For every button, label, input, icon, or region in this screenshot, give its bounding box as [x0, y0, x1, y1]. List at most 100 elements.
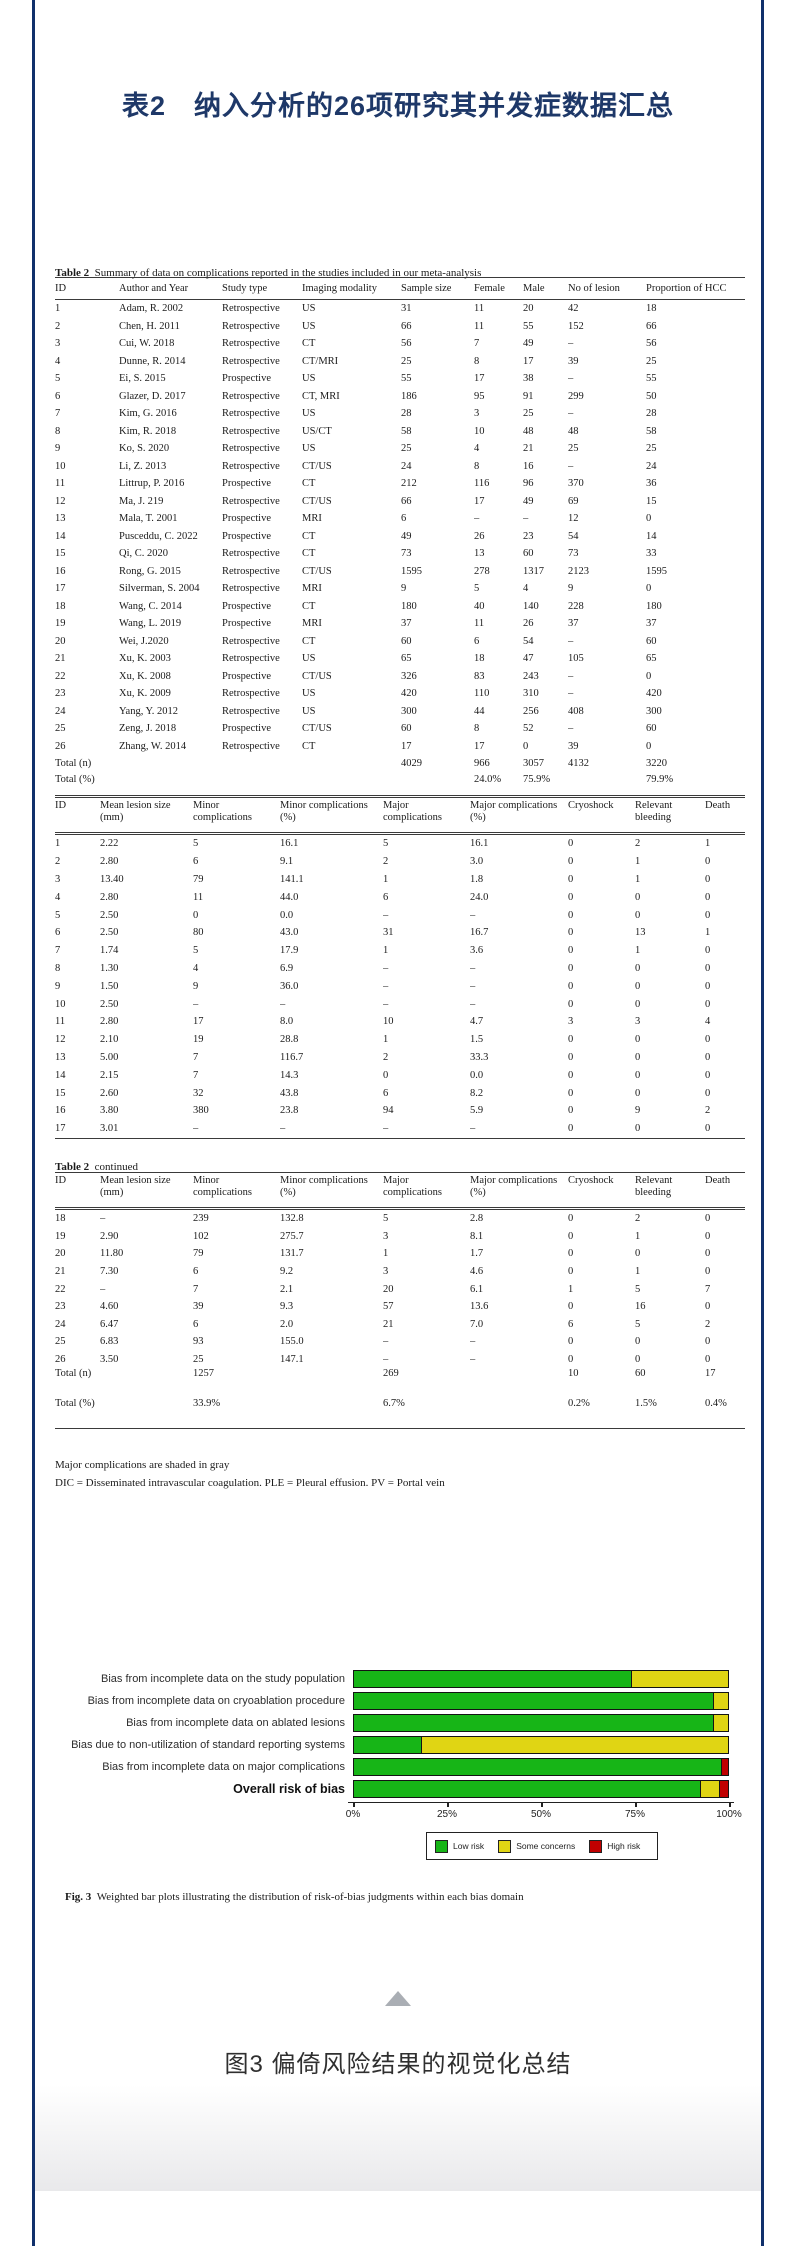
table-cell: 0 [635, 1123, 641, 1135]
table-cell: 10 [55, 998, 66, 1010]
table-cell: 14 [55, 530, 66, 542]
table-cell: 80 [193, 927, 204, 939]
table-cell: 73 [568, 548, 579, 560]
table-cell [119, 755, 222, 772]
table-cell: MRI [302, 618, 322, 630]
total-row: Total (n) 1257 269 10 60 17 [55, 1368, 745, 1398]
table-cell: 6 [193, 856, 199, 868]
table-cell: 24 [55, 705, 66, 717]
table-cell: 26 [523, 618, 534, 630]
table-cell: 58 [401, 425, 412, 437]
table-row: 25 6.83 93 155.0 – – 0 0 0 [55, 1333, 745, 1351]
table-cell: 17 [193, 1016, 204, 1028]
table-cell: 11 [55, 1016, 66, 1028]
column-header: Death [705, 1172, 745, 1210]
table-cell: 2 [635, 1213, 641, 1225]
table-cell: 22 [55, 1283, 66, 1295]
table-row: 9 Ko, S. 2020 Retrospective US 25 4 21 25 25 [55, 440, 745, 458]
table-row: 11 Littrup, P. 2016 Prospective CT 212 116 96 3… [55, 475, 745, 493]
table-cell: 4132 [568, 757, 589, 769]
axis-tick [447, 1803, 449, 1807]
table-cell: 5 [55, 909, 61, 921]
table-cell: 0 [635, 1336, 641, 1348]
table-cell: 1 [55, 838, 61, 850]
table-cell: CT [302, 478, 316, 490]
table-cell: Prospective [222, 600, 271, 612]
table-cell: 3.80 [100, 1105, 119, 1117]
table-cell: Wei, J.2020 [119, 635, 169, 647]
legend-item: Some concerns [498, 1839, 575, 1853]
table-cell: 17 [401, 740, 412, 752]
table-cell: 966 [474, 757, 490, 769]
table-cell: Zeng, J. 2018 [119, 723, 177, 735]
bottom-gradient-band [35, 2085, 761, 2191]
table-cell: 8.2 [470, 1087, 484, 1099]
table-cell: 6 [474, 635, 480, 647]
table-cell: 15 [55, 1087, 66, 1099]
table-cell: 180 [401, 600, 417, 612]
table-cell: Retrospective [222, 390, 280, 402]
table-cell: 1 [635, 873, 641, 885]
table-cell: 0 [523, 740, 529, 752]
table-cell: 0 [568, 1051, 574, 1063]
stacked-bar [353, 1780, 729, 1798]
table-cell: 25 [401, 443, 412, 455]
table-cell: 0 [646, 583, 652, 595]
table-cell: 23 [523, 530, 534, 542]
table-cell: 275.7 [280, 1230, 304, 1242]
collapse-triangle-icon[interactable] [385, 1991, 411, 2006]
table-cell: Prospective [222, 670, 271, 682]
table-cell: 7 [55, 945, 61, 957]
table-cell: 3 [383, 1230, 389, 1242]
axis-tick [541, 1803, 543, 1807]
table-cell: 2123 [568, 565, 589, 577]
table-row: 12 Ma, J. 219 Retrospective CT/US 66 17 49 69 15 [55, 493, 745, 511]
table-cell: 2.90 [100, 1230, 119, 1242]
table-cell: CT, MRI [302, 390, 340, 402]
table-cell: 60 [401, 723, 412, 735]
table-cell: US [302, 653, 316, 665]
table-row: 14 Pusceddu, C. 2022 Prospective CT 49 26 23 54… [55, 528, 745, 546]
table-cell: 66 [646, 320, 657, 332]
table-cell: Retrospective [222, 355, 280, 367]
table-cell: Retrospective [222, 408, 280, 420]
table-cell: 0 [635, 909, 641, 921]
table-cell: 57 [383, 1301, 394, 1313]
table-cell: 2 [55, 320, 61, 332]
table-cell: 2 [705, 1105, 711, 1117]
table-cell: Prospective [222, 530, 271, 542]
table-cell: 1 [383, 873, 389, 885]
table-cell: 8 [474, 355, 480, 367]
table-cell: 1 [705, 927, 711, 939]
table-cell: 39 [568, 740, 579, 752]
table-cell: 5 [383, 838, 389, 850]
table-cell: 6.47 [100, 1318, 119, 1330]
table-cell: Prospective [222, 723, 271, 735]
table-cell: 11 [474, 320, 485, 332]
table-cell: 1595 [646, 565, 667, 577]
table-row: 24 Yang, Y. 2012 Retrospective US 300 44 256 40… [55, 703, 745, 721]
table-cell: 31 [401, 303, 412, 315]
table-row: 2 Chen, H. 2011 Retrospective US 66 11 55 152 66 [55, 318, 745, 336]
table-cell: 5 [474, 583, 480, 595]
table-cell: Total (n) [55, 757, 92, 769]
column-header: Major complications [383, 1172, 470, 1210]
table-cell: – [470, 909, 476, 921]
table-cell: Prospective [222, 373, 271, 385]
table-cell: 8.0 [280, 1016, 294, 1028]
bar-segment-low-risk [354, 1693, 714, 1709]
table-cell: – [193, 998, 199, 1010]
table-cell: 11 [474, 618, 485, 630]
table-cell: Silverman, S. 2004 [119, 583, 200, 595]
table-cell: 8 [474, 723, 480, 735]
table-cell: 36.0 [280, 980, 299, 992]
bar-segment-low-risk [354, 1737, 422, 1753]
stacked-bar [353, 1670, 729, 1688]
table-cell: 26 [474, 530, 485, 542]
table-cell: 1 [383, 1034, 389, 1046]
table-cell: 23 [55, 688, 66, 700]
table-cell [302, 755, 401, 772]
table-cell: 83 [474, 670, 485, 682]
table-cell: 0 [705, 1213, 711, 1225]
bar-segment-low-risk [354, 1715, 714, 1731]
